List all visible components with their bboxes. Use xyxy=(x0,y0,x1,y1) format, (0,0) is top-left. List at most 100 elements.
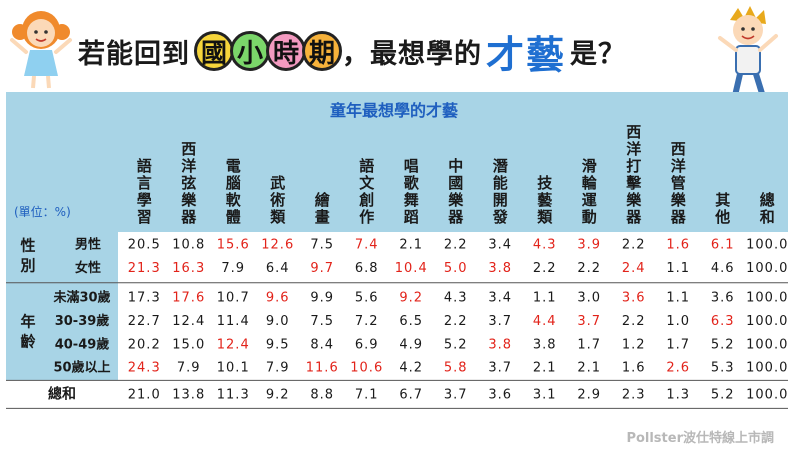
table-header-band xyxy=(6,92,788,232)
total-row-label: 總和 xyxy=(48,385,76,402)
table-cell: 9.2 xyxy=(399,291,423,306)
table-cell: 11.4 xyxy=(217,314,250,329)
table-cell: 20.2 xyxy=(128,337,161,352)
table-cell: 9.7 xyxy=(310,261,334,276)
title-bar: 若能回到 國 小 時 期 ，最想學的 才藝 是？ xyxy=(0,0,788,101)
table-cell: 3.8 xyxy=(488,261,512,276)
table-cell: 11.6 xyxy=(306,361,339,376)
total-cell: 11.3 xyxy=(217,387,250,402)
table-cell: 10.1 xyxy=(217,361,250,376)
table-cell: 5.0 xyxy=(444,261,468,276)
table-cell: 15.6 xyxy=(217,238,250,253)
table-cell: 7.9 xyxy=(266,361,290,376)
table-cell: 1.6 xyxy=(622,361,646,376)
table-cell: 12.4 xyxy=(172,314,205,329)
total-cell: 9.2 xyxy=(266,387,290,402)
title-badge: 時 xyxy=(266,31,306,71)
row-label: 40-49歲 xyxy=(55,336,110,352)
total-cell: 21.0 xyxy=(128,387,161,402)
table-cell: 9.0 xyxy=(266,314,290,329)
table-area: 童年最想學的才藝 (單位：%) 語言學習 西洋弦樂器 電腦軟體 武術類 繪畫 語文創作 唱歌舞蹈… xyxy=(0,92,788,415)
table-cell: 2.2 xyxy=(622,238,646,253)
title-badge: 國 xyxy=(194,31,234,71)
table-cell: 9.5 xyxy=(266,337,290,352)
table-cell: 3.4 xyxy=(488,238,512,253)
table-cell: 100.0 xyxy=(746,361,788,376)
table-cell: 4.3 xyxy=(533,238,557,253)
table-cell: 15.0 xyxy=(172,337,205,352)
table-cell: 22.7 xyxy=(128,314,161,329)
table-cell: 7.9 xyxy=(177,361,201,376)
table-cell: 100.0 xyxy=(746,291,788,306)
table-cell: 10.6 xyxy=(350,361,383,376)
table-cell: 7.5 xyxy=(310,238,334,253)
table-cell: 7.2 xyxy=(355,314,379,329)
table-cell: 4.4 xyxy=(533,314,557,329)
table-cell: 6.5 xyxy=(399,314,423,329)
table-cell: 7.5 xyxy=(310,314,334,329)
table-cell: 1.6 xyxy=(666,238,690,253)
table-cell: 21.3 xyxy=(128,261,161,276)
table-cell: 7.4 xyxy=(355,238,379,253)
table-cell: 2.2 xyxy=(577,261,601,276)
row-group-label: 年齡 xyxy=(20,313,35,351)
table-cell: 10.4 xyxy=(395,261,428,276)
row-group-label: 性別 xyxy=(19,236,35,274)
girl-illustration-icon xyxy=(10,11,72,89)
total-cell: 3.1 xyxy=(533,387,557,402)
table-cell: 3.0 xyxy=(577,291,601,306)
total-cell: 7.1 xyxy=(355,387,379,402)
table-cell: 5.8 xyxy=(444,361,468,376)
table-cell: 100.0 xyxy=(746,314,788,329)
table-cell: 3.9 xyxy=(577,238,601,253)
table-cell: 3.6 xyxy=(622,291,646,306)
table-cell: 12.4 xyxy=(217,337,250,352)
table-cell: 2.4 xyxy=(622,261,646,276)
total-cell: 100.0 xyxy=(746,387,788,402)
column-header: 中國樂器 xyxy=(447,157,464,226)
table-cell: 5.2 xyxy=(444,337,468,352)
column-header: 西洋管樂器 xyxy=(670,140,687,226)
table-cell: 5.3 xyxy=(711,361,735,376)
page-title: 若能回到 國 小 時 期 ，最想學的 才藝 是？ xyxy=(78,26,627,77)
table-cell: 1.7 xyxy=(577,337,601,352)
column-header: 西洋打擊樂器 xyxy=(625,123,642,226)
table-title: 童年最想學的才藝 xyxy=(330,101,458,120)
table-cell: 2.1 xyxy=(577,361,601,376)
table-cell: 17.6 xyxy=(172,291,205,306)
title-badges: 國 小 時 期 xyxy=(194,31,342,71)
table-cell: 1.1 xyxy=(666,261,690,276)
row-label: 男性 xyxy=(75,237,101,253)
row-header-band xyxy=(6,232,118,381)
table-cell: 2.2 xyxy=(533,261,557,276)
table-cell: 3.4 xyxy=(488,291,512,306)
table-cell: 17.3 xyxy=(128,291,161,306)
total-cell: 2.9 xyxy=(577,387,601,402)
column-header: 技藝類 xyxy=(536,174,553,226)
table-cell: 7.9 xyxy=(221,261,245,276)
table-cell: 3.8 xyxy=(488,337,512,352)
total-cell: 13.8 xyxy=(172,387,205,402)
column-header: 語言學習 xyxy=(137,157,152,226)
table-cell: 3.8 xyxy=(533,337,557,352)
table-cell: 9.9 xyxy=(310,291,334,306)
table-cell: 1.0 xyxy=(666,314,690,329)
total-cell: 8.8 xyxy=(310,387,334,402)
column-header: 武術類 xyxy=(269,174,286,226)
table-cell: 5.6 xyxy=(355,291,379,306)
total-cell: 1.3 xyxy=(666,387,690,402)
table-cell: 5.2 xyxy=(711,337,735,352)
title-suffix: 是？ xyxy=(570,38,627,70)
table-cell: 4.2 xyxy=(399,361,423,376)
table-cell: 100.0 xyxy=(746,238,788,253)
row-label: 50歲以上 xyxy=(53,360,110,376)
column-header: 滑輪運動 xyxy=(582,157,598,226)
title-middle: ，最想學的 xyxy=(342,38,482,70)
table-cell: 100.0 xyxy=(746,337,788,352)
table-cell: 6.9 xyxy=(355,337,379,352)
table-cell: 3.7 xyxy=(488,314,512,329)
row-label: 女性 xyxy=(75,260,101,276)
row-label: 未滿30歲 xyxy=(52,290,110,306)
total-cell: 2.3 xyxy=(622,387,646,402)
table-cell: 1.1 xyxy=(533,291,557,306)
